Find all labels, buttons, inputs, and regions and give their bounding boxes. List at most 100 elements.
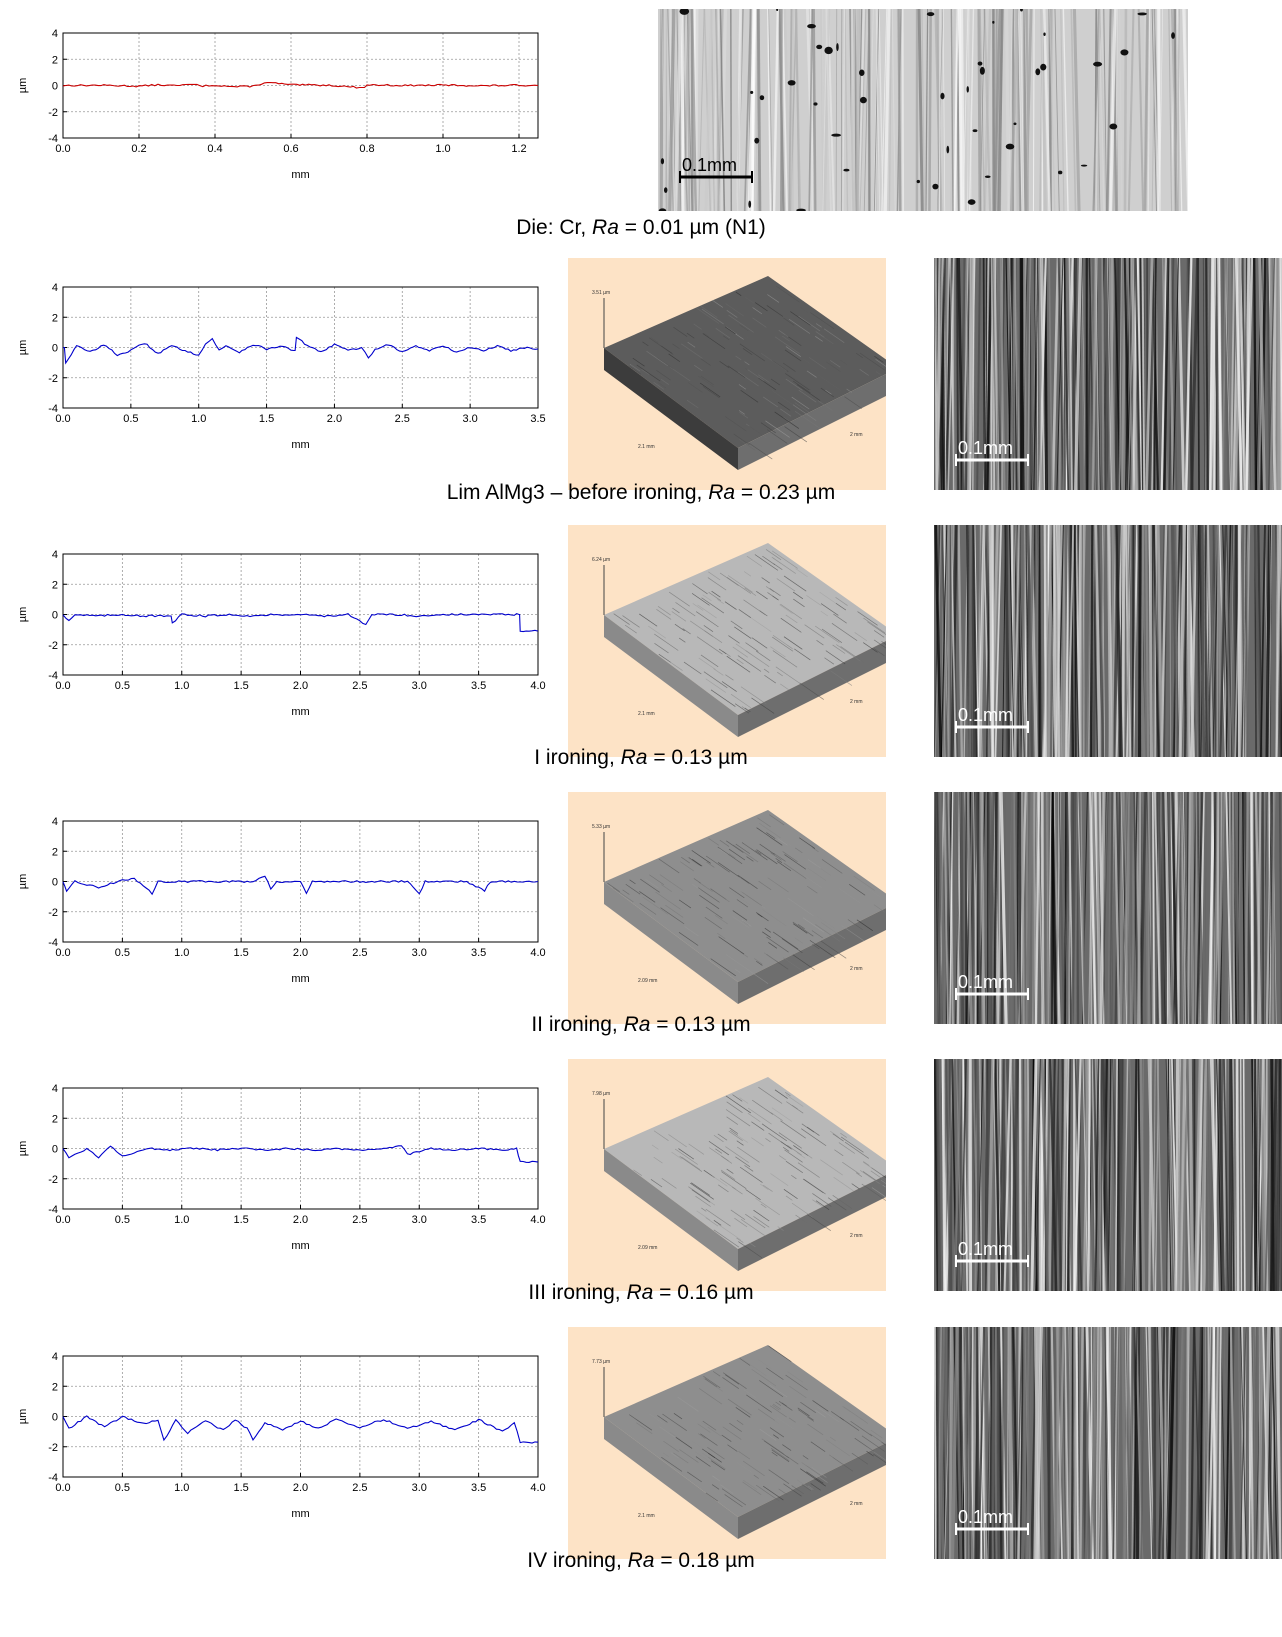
y-axis-label: µm [17, 874, 29, 890]
y-tick-label: 2 [52, 846, 58, 858]
scale-bar-label: 0.1mm [958, 705, 1013, 725]
profile-series-line [62, 875, 539, 896]
profile-series-line [62, 612, 539, 633]
x-tick-label: 1.0 [174, 680, 189, 692]
x-tick-label: 0.4 [207, 143, 222, 155]
x-tick-label: 3.0 [412, 1214, 427, 1226]
y-axis-label: µm [17, 1141, 29, 1157]
x-tick-label: 4.0 [530, 947, 545, 959]
surface-x-label: 2.1 mm [638, 1513, 655, 1519]
caption-suffix: = 0.16 µm [653, 1281, 754, 1304]
surface-top-face [604, 543, 886, 715]
row-caption: III ironing, Ra = 0.16 µm [0, 1281, 1282, 1305]
caption-prefix: II ironing, [531, 1013, 624, 1036]
y-tick-label: -4 [48, 403, 58, 415]
y-tick-label: -4 [48, 670, 58, 682]
surface-side-face [604, 1417, 738, 1539]
x-tick-label: 2.5 [352, 1482, 367, 1494]
surface-3d-render: 3.51 µm 2.1 mm 2 mm [568, 258, 886, 490]
y-tick-label: -2 [48, 107, 58, 119]
y-axis-label: µm [17, 78, 29, 94]
row-caption: II ironing, Ra = 0.13 µm [0, 1013, 1282, 1037]
y-tick-label: 4 [52, 28, 58, 40]
caption-prefix: Die: Cr, [516, 216, 593, 239]
x-tick-label: 2.5 [352, 947, 367, 959]
caption-suffix: = 0.13 µm [647, 746, 748, 769]
y-tick-label: 2 [52, 1381, 58, 1393]
x-tick-label: 0.2 [131, 143, 146, 155]
surface-side-face [604, 1149, 738, 1271]
y-tick-label: 2 [52, 1113, 58, 1125]
surface-y-label: 2 mm [850, 699, 863, 705]
y-tick-label: 4 [52, 1083, 58, 1095]
profile-series-line [63, 336, 539, 365]
caption-suffix: = 0.01 µm (N1) [618, 216, 766, 239]
x-tick-label: 0.5 [123, 413, 138, 425]
x-tick-label: 1.5 [233, 947, 248, 959]
x-tick-label: 0.5 [115, 1482, 130, 1494]
caption-ra-symbol: Ra [620, 746, 648, 769]
micrograph-image: 0.1mm [934, 1327, 1282, 1559]
y-axis-label: µm [17, 607, 29, 623]
y-tick-label: -4 [48, 133, 58, 145]
y-tick-label: 0 [52, 81, 58, 93]
x-tick-label: 0.6 [283, 143, 298, 155]
caption-suffix: = 0.23 µm [735, 481, 836, 504]
x-tick-label: 1.2 [511, 143, 526, 155]
profile-series-line [62, 1145, 539, 1163]
caption-prefix: Lim AlMg3 – before ironing, [446, 481, 709, 504]
caption-ra-symbol: Ra [592, 216, 619, 239]
surface-y-label: 2 mm [850, 432, 863, 438]
x-tick-label: 2.0 [327, 413, 342, 425]
y-tick-label: 2 [52, 54, 58, 66]
micrograph-image: 0.1mm [934, 1059, 1282, 1291]
y-axis-label: µm [17, 340, 29, 356]
y-tick-label: -4 [48, 1472, 58, 1484]
profile-chart: 0.0 0.5 1.0 1.5 2.0 2.5 3.0 3.5 4.0 4 2 0 -2 -4 mm µm [8, 545, 548, 733]
profile-chart: 0.0 0.5 1.0 1.5 2.0 2.5 3.0 3.5 4.0 4 2 0 -2 -4 mm µm [8, 1347, 548, 1535]
caption-prefix: IV ironing, [527, 1549, 628, 1572]
caption-suffix: = 0.13 µm [650, 1013, 751, 1036]
surface-top-face [604, 1345, 886, 1517]
surface-x-label: 2.1 mm [638, 711, 655, 717]
row-caption: I ironing, Ra = 0.13 µm [0, 746, 1282, 770]
surface-height-label: 7.73 µm [592, 1359, 610, 1365]
profile-chart: 0.0 0.2 0.4 0.6 0.8 1.0 1.2 4 2 0 -2 -4 mm µm [8, 24, 548, 196]
y-tick-label: -4 [48, 937, 58, 949]
x-tick-label: 1.0 [435, 143, 450, 155]
scale-bar-label: 0.1mm [958, 972, 1013, 992]
profile-chart: 0.0 0.5 1.0 1.5 2.0 2.5 3.0 3.5 4 2 0 -2 -4 mm µm [8, 278, 548, 466]
scale-bar-label: 0.1mm [958, 1507, 1013, 1527]
surface-3d-render: 7.73 µm 2.1 mm 2 mm [568, 1327, 886, 1559]
x-axis-label: mm [291, 706, 309, 718]
x-axis-label: mm [291, 169, 309, 181]
x-axis-label: mm [291, 439, 309, 451]
y-tick-label: -4 [48, 1204, 58, 1216]
y-tick-label: -2 [48, 373, 58, 385]
x-tick-label: 3.0 [412, 1482, 427, 1494]
x-tick-label: 1.5 [259, 413, 274, 425]
surface-y-label: 2 mm [850, 1233, 863, 1239]
y-tick-label: 0 [52, 877, 58, 889]
y-tick-label: 0 [52, 610, 58, 622]
x-tick-label: 0.0 [55, 1214, 70, 1226]
x-tick-label: 1.5 [233, 1214, 248, 1226]
x-tick-label: 1.0 [191, 413, 206, 425]
scale-bar-label: 0.1mm [958, 438, 1013, 458]
surface-x-label: 2.1 mm [638, 444, 655, 450]
profile-chart: 0.0 0.5 1.0 1.5 2.0 2.5 3.0 3.5 4.0 4 2 0 -2 -4 mm µm [8, 1079, 548, 1267]
caption-ra-symbol: Ra [708, 481, 736, 504]
caption-ra-symbol: Ra [623, 1013, 651, 1036]
surface-top-face [604, 810, 886, 982]
row-caption: Lim AlMg3 – before ironing, Ra = 0.23 µm [0, 481, 1282, 505]
row-caption: Die: Cr, Ra = 0.01 µm (N1) [0, 216, 1282, 240]
surface-side-face [604, 882, 738, 1004]
x-axis-label: mm [291, 1240, 309, 1252]
x-tick-label: 3.5 [471, 1214, 486, 1226]
caption-suffix: = 0.18 µm [654, 1549, 755, 1572]
x-tick-label: 0.5 [115, 680, 130, 692]
y-tick-label: 0 [52, 343, 58, 355]
surface-x-label: 2.09 mm [638, 978, 657, 984]
surface-x-label: 2.09 mm [638, 1245, 657, 1251]
caption-ra-symbol: Ra [626, 1281, 654, 1304]
